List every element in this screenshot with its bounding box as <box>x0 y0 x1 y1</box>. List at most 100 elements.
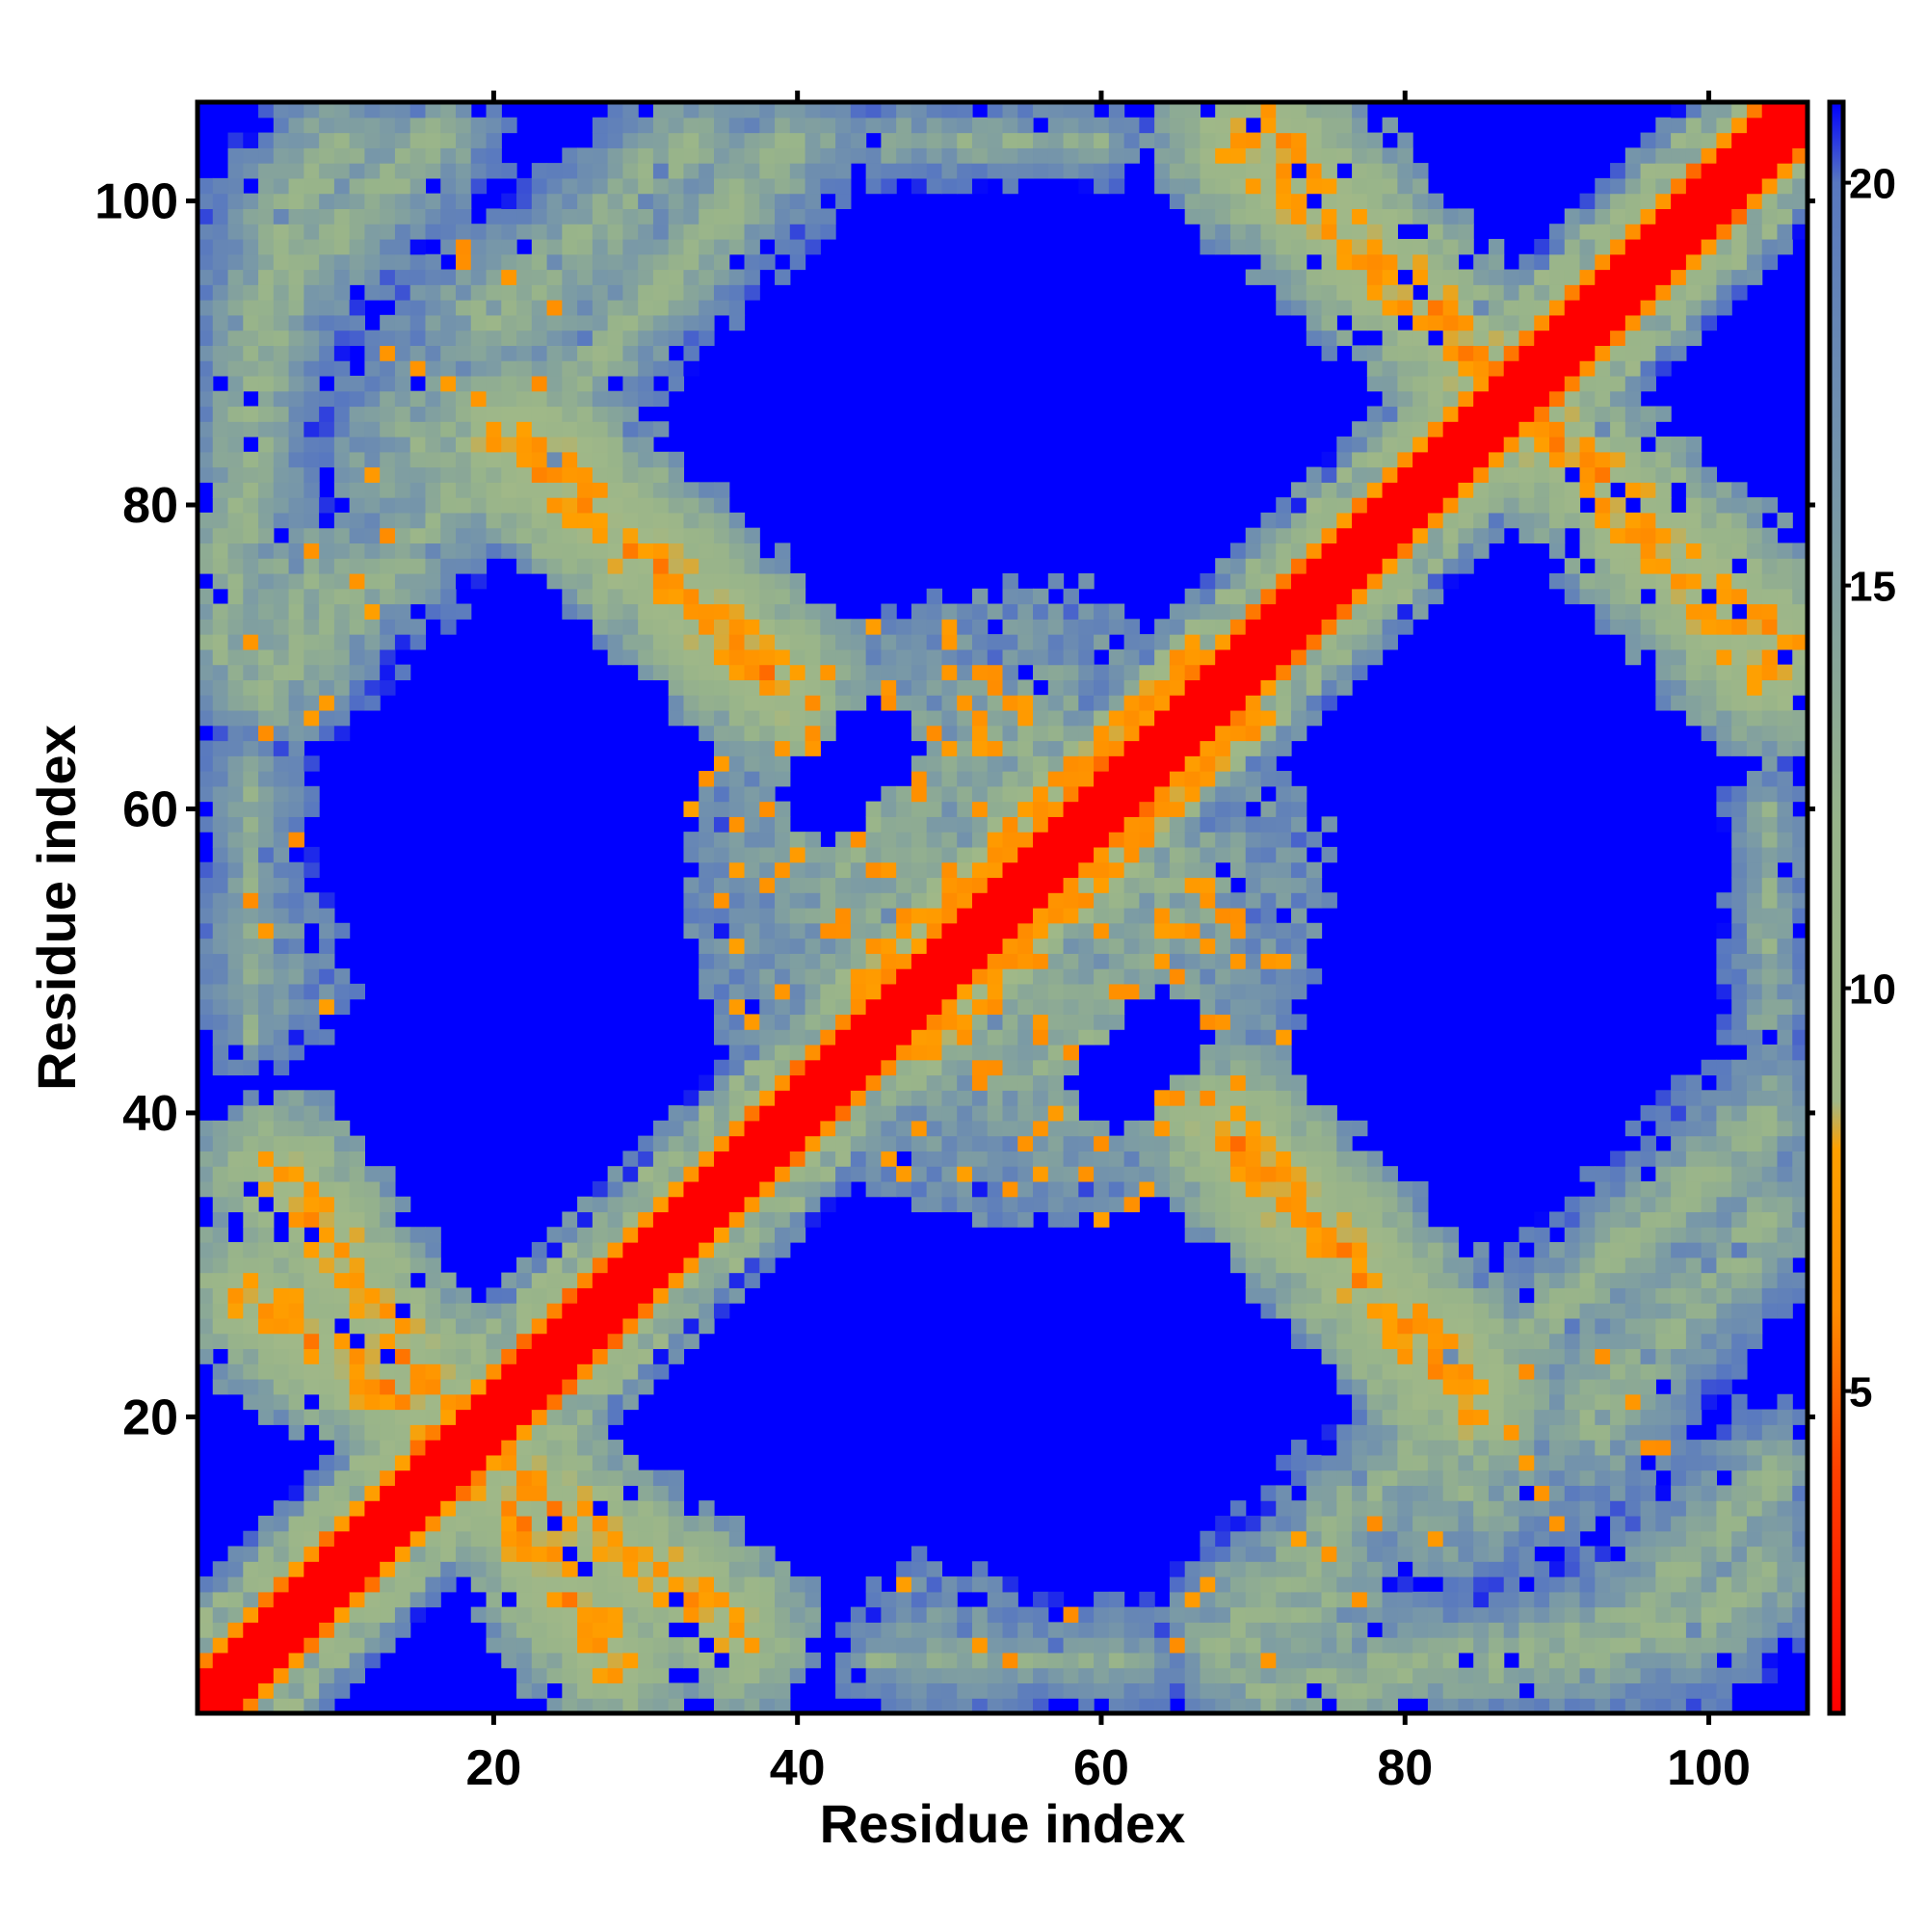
heatmap-cell <box>319 527 335 544</box>
heatmap-cell <box>501 193 517 210</box>
heatmap-cell <box>273 1257 290 1274</box>
heatmap-cell <box>212 437 229 453</box>
heatmap-cell <box>227 1303 244 1319</box>
heatmap-cell <box>652 572 670 590</box>
heatmap-cell <box>577 360 594 377</box>
heatmap-cell <box>592 132 609 148</box>
heatmap-cell <box>865 832 882 848</box>
heatmap-cell <box>364 1576 381 1593</box>
heatmap-cell <box>212 406 229 422</box>
heatmap-cell <box>562 406 578 422</box>
heatmap-cell <box>425 512 441 529</box>
heatmap-cell <box>455 193 472 210</box>
heatmap-cell <box>607 437 623 453</box>
heatmap-cell <box>713 1622 730 1638</box>
heatmap-cell <box>638 390 654 408</box>
heatmap-cell <box>516 1485 533 1501</box>
heatmap-cell <box>896 846 912 863</box>
heatmap-cell <box>622 208 639 225</box>
heatmap-cell <box>1169 1591 1186 1608</box>
heatmap-cell <box>638 1530 654 1548</box>
heatmap-cell <box>1033 695 1049 711</box>
heatmap-cell <box>744 1227 760 1243</box>
heatmap-cell <box>546 1317 563 1335</box>
heatmap-cell <box>896 1029 912 1045</box>
heatmap-cell <box>728 1576 746 1593</box>
heatmap-cell <box>775 1135 791 1151</box>
heatmap-cell <box>562 253 578 271</box>
heatmap-cell <box>622 1469 639 1486</box>
heatmap-cell <box>1260 558 1277 574</box>
heatmap-cell <box>394 1440 411 1456</box>
heatmap-cell <box>470 421 488 437</box>
heatmap-cell <box>699 619 715 635</box>
heatmap-cell <box>926 1074 943 1091</box>
heatmap-cell <box>273 1105 290 1122</box>
heatmap-cell <box>1108 892 1125 909</box>
heatmap-cell <box>1139 801 1155 817</box>
heatmap-cell <box>273 877 290 893</box>
heatmap-cell <box>865 1576 882 1593</box>
heatmap-cell <box>349 695 365 711</box>
heatmap-cell <box>1321 1576 1337 1593</box>
heatmap-cell <box>926 1652 943 1669</box>
heatmap-cell <box>638 543 654 559</box>
heatmap-cell <box>1154 861 1171 879</box>
heatmap-cell <box>1154 102 1171 119</box>
heatmap-cell <box>1047 132 1065 148</box>
heatmap-cell <box>380 1546 396 1562</box>
heatmap-cell <box>1276 1682 1292 1699</box>
heatmap-cell <box>1352 193 1368 210</box>
heatmap-cell <box>531 1576 548 1593</box>
heatmap-cell <box>1215 1029 1231 1045</box>
heatmap-cell <box>577 1348 594 1364</box>
heatmap-cell <box>288 1317 304 1335</box>
heatmap-cell <box>1306 1530 1323 1548</box>
heatmap-cell <box>683 132 700 148</box>
heatmap-cell <box>668 603 685 620</box>
heatmap-cell <box>789 102 806 119</box>
heatmap-cell <box>607 1333 623 1350</box>
heatmap-cell <box>319 1393 335 1411</box>
heatmap-cell <box>1366 437 1384 453</box>
heatmap-cell <box>759 892 776 909</box>
heatmap-cell <box>775 1622 791 1638</box>
heatmap-cell <box>425 208 441 225</box>
heatmap-cell <box>699 1606 715 1623</box>
heatmap-cell <box>1139 1682 1155 1699</box>
heatmap-cell <box>531 314 548 331</box>
heatmap-cell <box>699 1211 715 1228</box>
heatmap-cell <box>394 330 411 346</box>
heatmap-cell <box>562 1591 578 1608</box>
heatmap-cell <box>546 1272 563 1288</box>
heatmap-cell <box>699 1180 715 1198</box>
heatmap-cell <box>957 922 973 940</box>
heatmap-cell <box>486 1622 502 1638</box>
heatmap-cell <box>592 1227 609 1243</box>
heatmap-cell <box>971 619 989 635</box>
heatmap-cell <box>713 846 730 863</box>
heatmap-cell <box>364 1348 381 1364</box>
heatmap-cell <box>364 421 381 437</box>
heatmap-cell <box>759 832 776 848</box>
heatmap-cell <box>957 117 973 134</box>
heatmap-cell <box>304 527 320 544</box>
heatmap-cell <box>212 1576 229 1593</box>
heatmap-cell <box>1169 619 1186 635</box>
heatmap-cell <box>1245 558 1262 574</box>
heatmap-cell <box>1139 771 1155 787</box>
heatmap-cell <box>440 466 457 483</box>
heatmap-cell <box>273 679 290 696</box>
heatmap-cell <box>531 1591 548 1608</box>
heatmap-cell <box>364 1227 381 1243</box>
heatmap-cell <box>212 1180 229 1198</box>
heatmap-cell <box>531 253 548 271</box>
heatmap-cell <box>1184 1180 1201 1198</box>
heatmap-cell <box>198 558 214 574</box>
heatmap-cell <box>1366 406 1384 422</box>
heatmap-cell <box>1139 664 1155 680</box>
heatmap-cell <box>957 664 973 680</box>
heatmap-cell <box>1200 725 1216 742</box>
heatmap-cell <box>1094 953 1110 969</box>
